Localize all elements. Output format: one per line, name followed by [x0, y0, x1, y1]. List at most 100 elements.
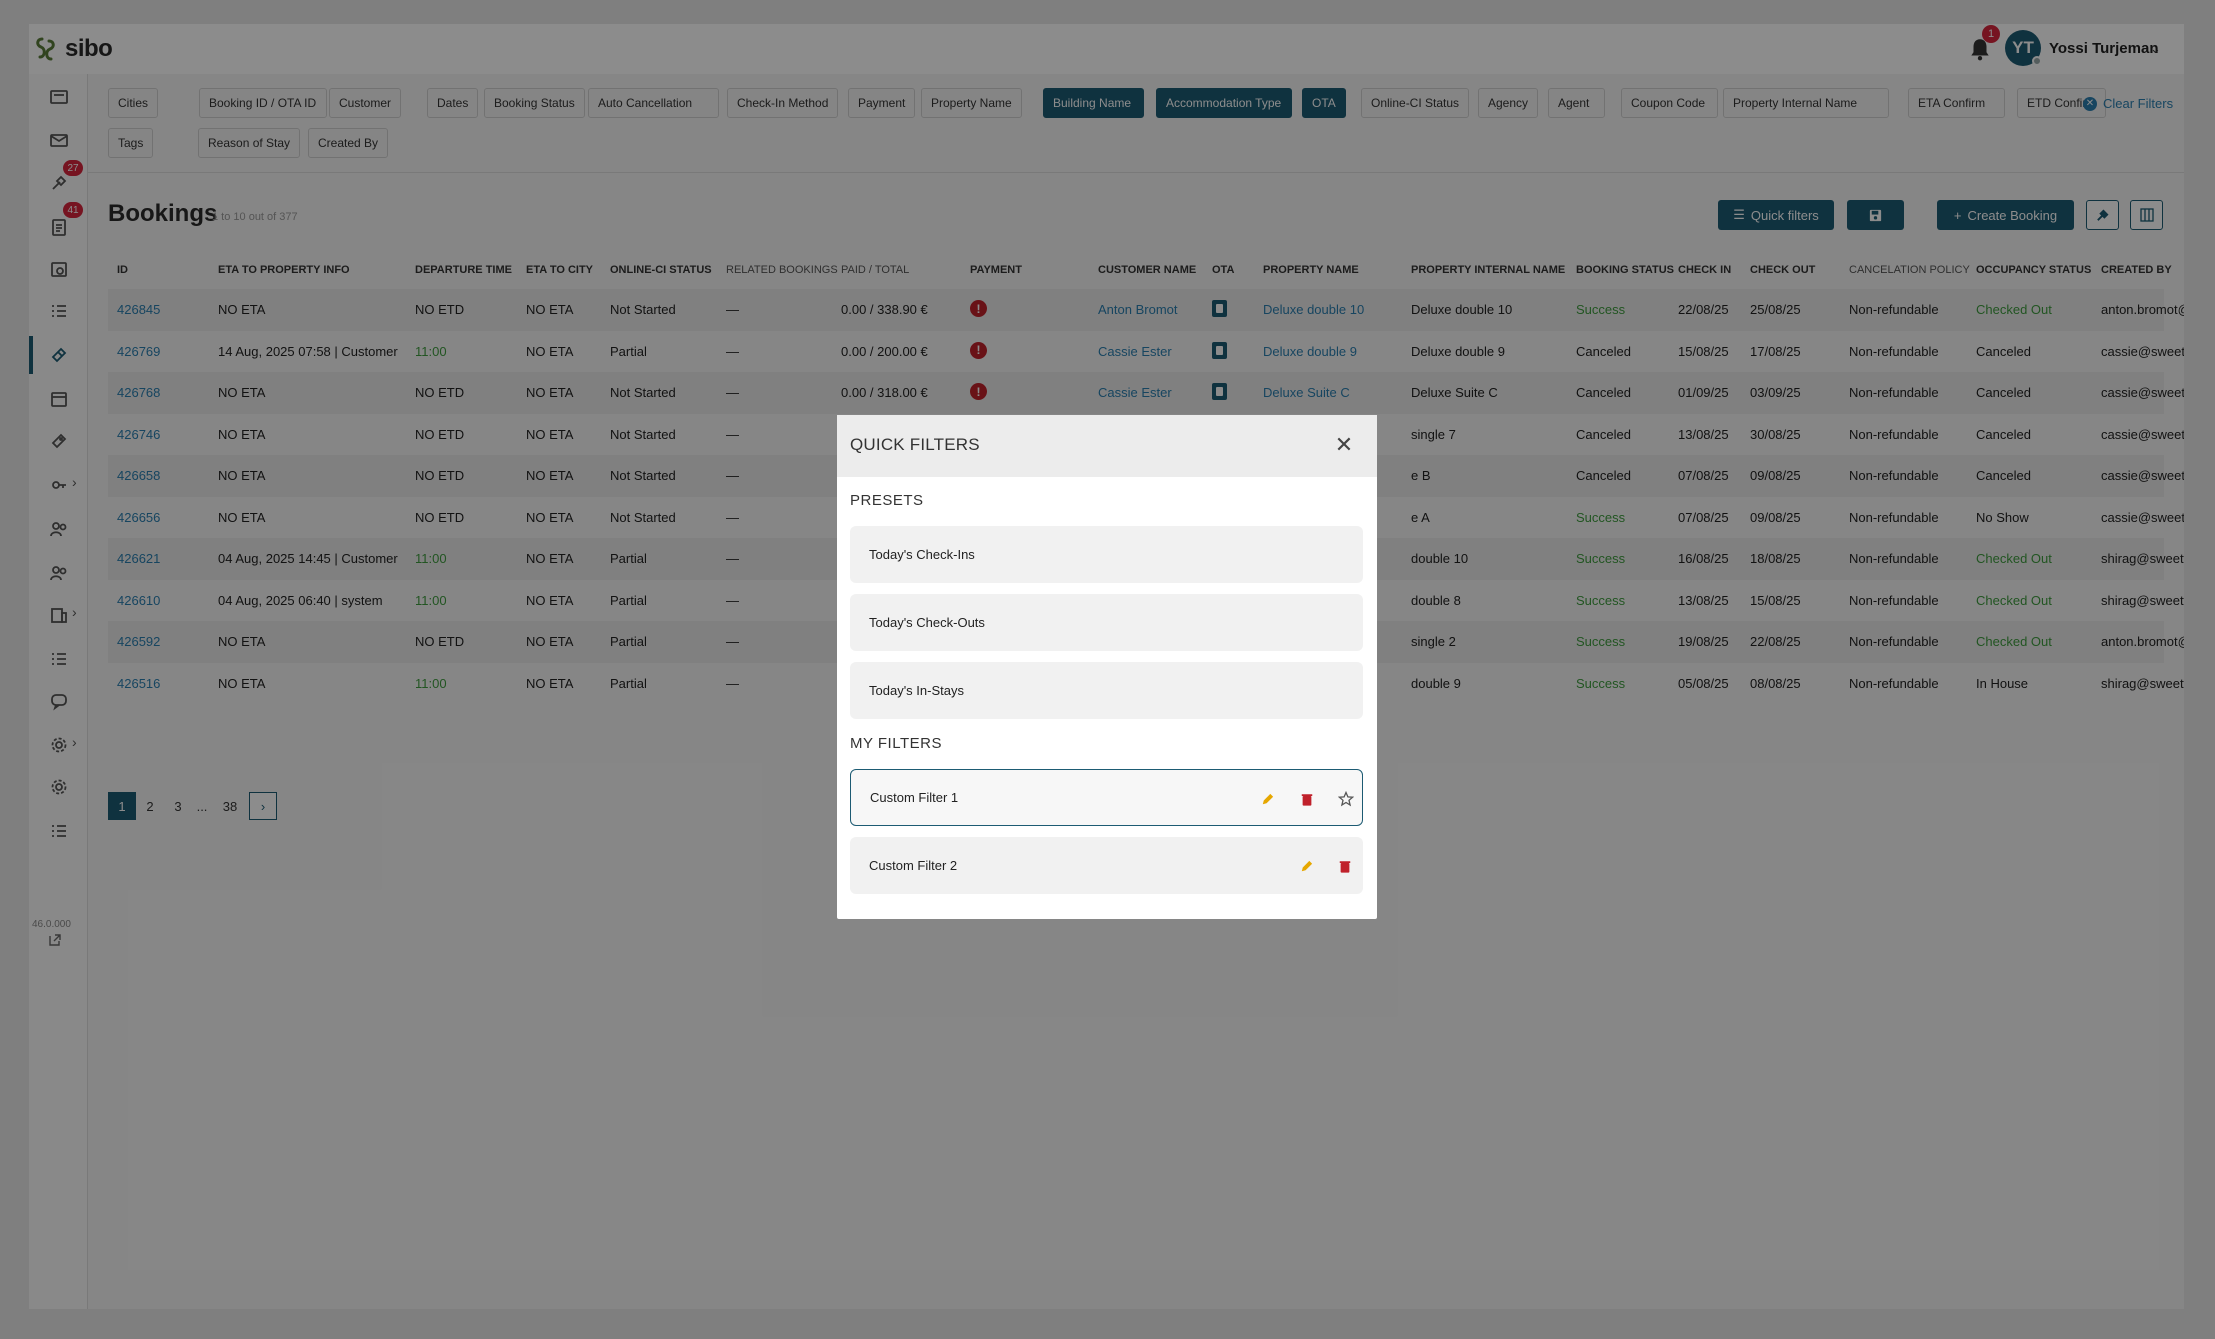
bell-icon[interactable]: [1967, 36, 1993, 62]
cell-id[interactable]: 426516: [117, 675, 161, 691]
column-header[interactable]: RELATED BOOKINGS: [726, 264, 838, 276]
filter-chip-ota[interactable]: OTA: [1302, 88, 1346, 118]
chevron-down-icon[interactable]: ⌄: [2150, 41, 2161, 56]
my-filter-item[interactable]: Custom Filter 1: [850, 769, 1363, 826]
sidebar-item-settings-group[interactable]: [29, 726, 88, 764]
clear-filters-button[interactable]: ✕ Clear Filters: [2083, 96, 2173, 111]
filter-chip-tags[interactable]: Tags: [108, 128, 154, 158]
filter-chip-booking-id-ota-id[interactable]: Booking ID / OTA ID: [199, 88, 327, 118]
column-header[interactable]: PROPERTY INTERNAL NAME: [1411, 264, 1566, 276]
table-row[interactable]: 426768 NO ETA NO ETD NO ETA Not Started — 0.00…: [108, 372, 2184, 414]
filter-chip-accommodation-type[interactable]: Accommodation Type: [1156, 88, 1292, 118]
cell-id[interactable]: 426621: [117, 551, 161, 566]
external-link-icon[interactable]: [47, 932, 63, 948]
create-booking-button[interactable]: + Create Booking: [1937, 200, 2074, 230]
page-2-button[interactable]: 2: [146, 798, 154, 814]
sidebar-item-inbox[interactable]: [29, 120, 88, 158]
cell-id[interactable]: 426746: [117, 426, 161, 442]
page-1-button[interactable]: 1: [108, 792, 136, 820]
table-row[interactable]: 426769 14 Aug, 2025 07:58 | Customer 11:00…: [108, 330, 2184, 372]
chevron-right-icon[interactable]: ›: [72, 604, 77, 620]
avatar[interactable]: YT: [2005, 30, 2041, 66]
column-header[interactable]: CUSTOMER NAME: [1098, 264, 1197, 276]
sidebar-item-chat[interactable]: [29, 682, 88, 720]
column-header[interactable]: PAID / TOTAL: [841, 264, 910, 276]
user-name[interactable]: Yossi Turjeman: [2049, 40, 2159, 57]
column-header[interactable]: ID: [117, 264, 128, 276]
next-page-button[interactable]: ›: [249, 792, 277, 820]
chevron-right-icon[interactable]: ›: [72, 474, 77, 490]
cell-customer[interactable]: Anton Bromot: [1098, 302, 1178, 317]
sidebar-item-documents[interactable]: [29, 208, 88, 246]
column-header[interactable]: PROPERTY NAME: [1263, 264, 1359, 276]
filter-chip-agency[interactable]: Agency: [1478, 88, 1539, 118]
filter-chip-dates[interactable]: Dates: [427, 88, 479, 118]
delete-icon[interactable]: [1335, 856, 1355, 876]
cell-id[interactable]: 426769: [117, 343, 161, 359]
cell-id[interactable]: 426592: [117, 634, 161, 649]
sidebar-item-tasks[interactable]: [29, 164, 88, 202]
column-header[interactable]: BOOKING STATUS: [1576, 264, 1674, 276]
sidebar-item-buildings[interactable]: [29, 596, 88, 634]
column-header[interactable]: CREATED BY: [2101, 264, 2172, 276]
save-button[interactable]: [1847, 200, 1904, 230]
sidebar-item-list[interactable]: [29, 292, 88, 330]
cell-id[interactable]: 426768: [117, 385, 161, 400]
cell-property[interactable]: Deluxe double 9: [1263, 343, 1357, 359]
sidebar-item-calendar[interactable]: [29, 380, 88, 418]
filter-chip-customer[interactable]: Customer: [329, 88, 402, 118]
sidebar-item-calendar-clock[interactable]: [29, 250, 88, 288]
chevron-right-icon[interactable]: ›: [72, 734, 77, 750]
logo[interactable]: sibo: [33, 34, 113, 64]
sidebar-item-agents[interactable]: [29, 554, 88, 592]
filter-chip-agent[interactable]: Agent: [1548, 88, 1605, 118]
quick-filters-button[interactable]: ☰ Quick filters: [1718, 200, 1834, 230]
preset-todays-check-outs[interactable]: Today's Check-Outs: [850, 594, 1363, 651]
column-header[interactable]: ETA TO PROPERTY INFO: [218, 264, 350, 276]
column-header[interactable]: ETA TO CITY: [526, 264, 594, 276]
cell-customer[interactable]: Cassie Ester: [1098, 385, 1172, 400]
filter-chip-property-name[interactable]: Property Name: [921, 88, 1022, 118]
page-38-button[interactable]: 38: [222, 798, 238, 814]
filter-chip-check-in-method[interactable]: Check-In Method: [727, 88, 839, 118]
my-filter-item[interactable]: Custom Filter 2: [850, 837, 1363, 894]
sidebar-item-coupons[interactable]: [29, 422, 88, 460]
filter-chip-property-internal-name[interactable]: Property Internal Name: [1723, 88, 1889, 118]
cell-id[interactable]: 426656: [117, 509, 161, 525]
sidebar-item-customers[interactable]: [29, 510, 88, 548]
sidebar-item-bookings[interactable]: [29, 336, 88, 374]
sidebar-item-settings[interactable]: [29, 768, 88, 806]
column-header[interactable]: PAYMENT: [970, 264, 1022, 276]
close-icon[interactable]: ✕: [1334, 432, 1354, 457]
filter-chip-building-name[interactable]: Building Name: [1043, 88, 1144, 118]
column-header[interactable]: OCCUPANCY STATUS: [1976, 264, 2092, 276]
tools-button[interactable]: [2086, 200, 2119, 230]
edit-icon[interactable]: [1257, 789, 1277, 809]
column-header[interactable]: CANCELATION POLICY: [1849, 264, 1970, 276]
cell-id[interactable]: 426658: [117, 468, 161, 483]
column-header[interactable]: ONLINE-CI STATUS: [610, 264, 712, 276]
cell-property[interactable]: Deluxe double 10: [1263, 302, 1365, 317]
column-header[interactable]: CHECK IN: [1678, 264, 1732, 276]
sidebar-item-properties[interactable]: [29, 466, 88, 504]
columns-button[interactable]: [2130, 200, 2163, 230]
filter-chip-payment[interactable]: Payment: [848, 88, 916, 118]
sidebar-item-reports[interactable]: [29, 640, 88, 678]
filter-chip-created-by[interactable]: Created By: [308, 128, 389, 158]
star-icon[interactable]: [1336, 789, 1356, 809]
preset-todays-check-ins[interactable]: Today's Check-Ins: [850, 526, 1363, 583]
edit-icon[interactable]: [1296, 856, 1316, 876]
filter-chip-booking-status[interactable]: Booking Status: [484, 88, 585, 118]
filter-chip-auto-cancellation[interactable]: Auto Cancellation: [588, 88, 719, 118]
column-header[interactable]: DEPARTURE TIME: [415, 264, 512, 276]
preset-todays-in-stays[interactable]: Today's In-Stays: [850, 662, 1363, 719]
filter-chip-reason-of-stay[interactable]: Reason of Stay: [198, 128, 301, 158]
cell-id[interactable]: 426610: [117, 592, 161, 608]
column-header[interactable]: CHECK OUT: [1750, 264, 1816, 276]
sidebar-item-dashboard[interactable]: [29, 78, 88, 116]
cell-property[interactable]: Deluxe Suite C: [1263, 385, 1350, 400]
filter-chip-online-ci-status[interactable]: Online-CI Status: [1361, 88, 1470, 118]
page-3-button[interactable]: 3: [174, 798, 182, 814]
sidebar-item-logs[interactable]: [29, 812, 88, 850]
cell-customer[interactable]: Cassie Ester: [1098, 343, 1172, 359]
